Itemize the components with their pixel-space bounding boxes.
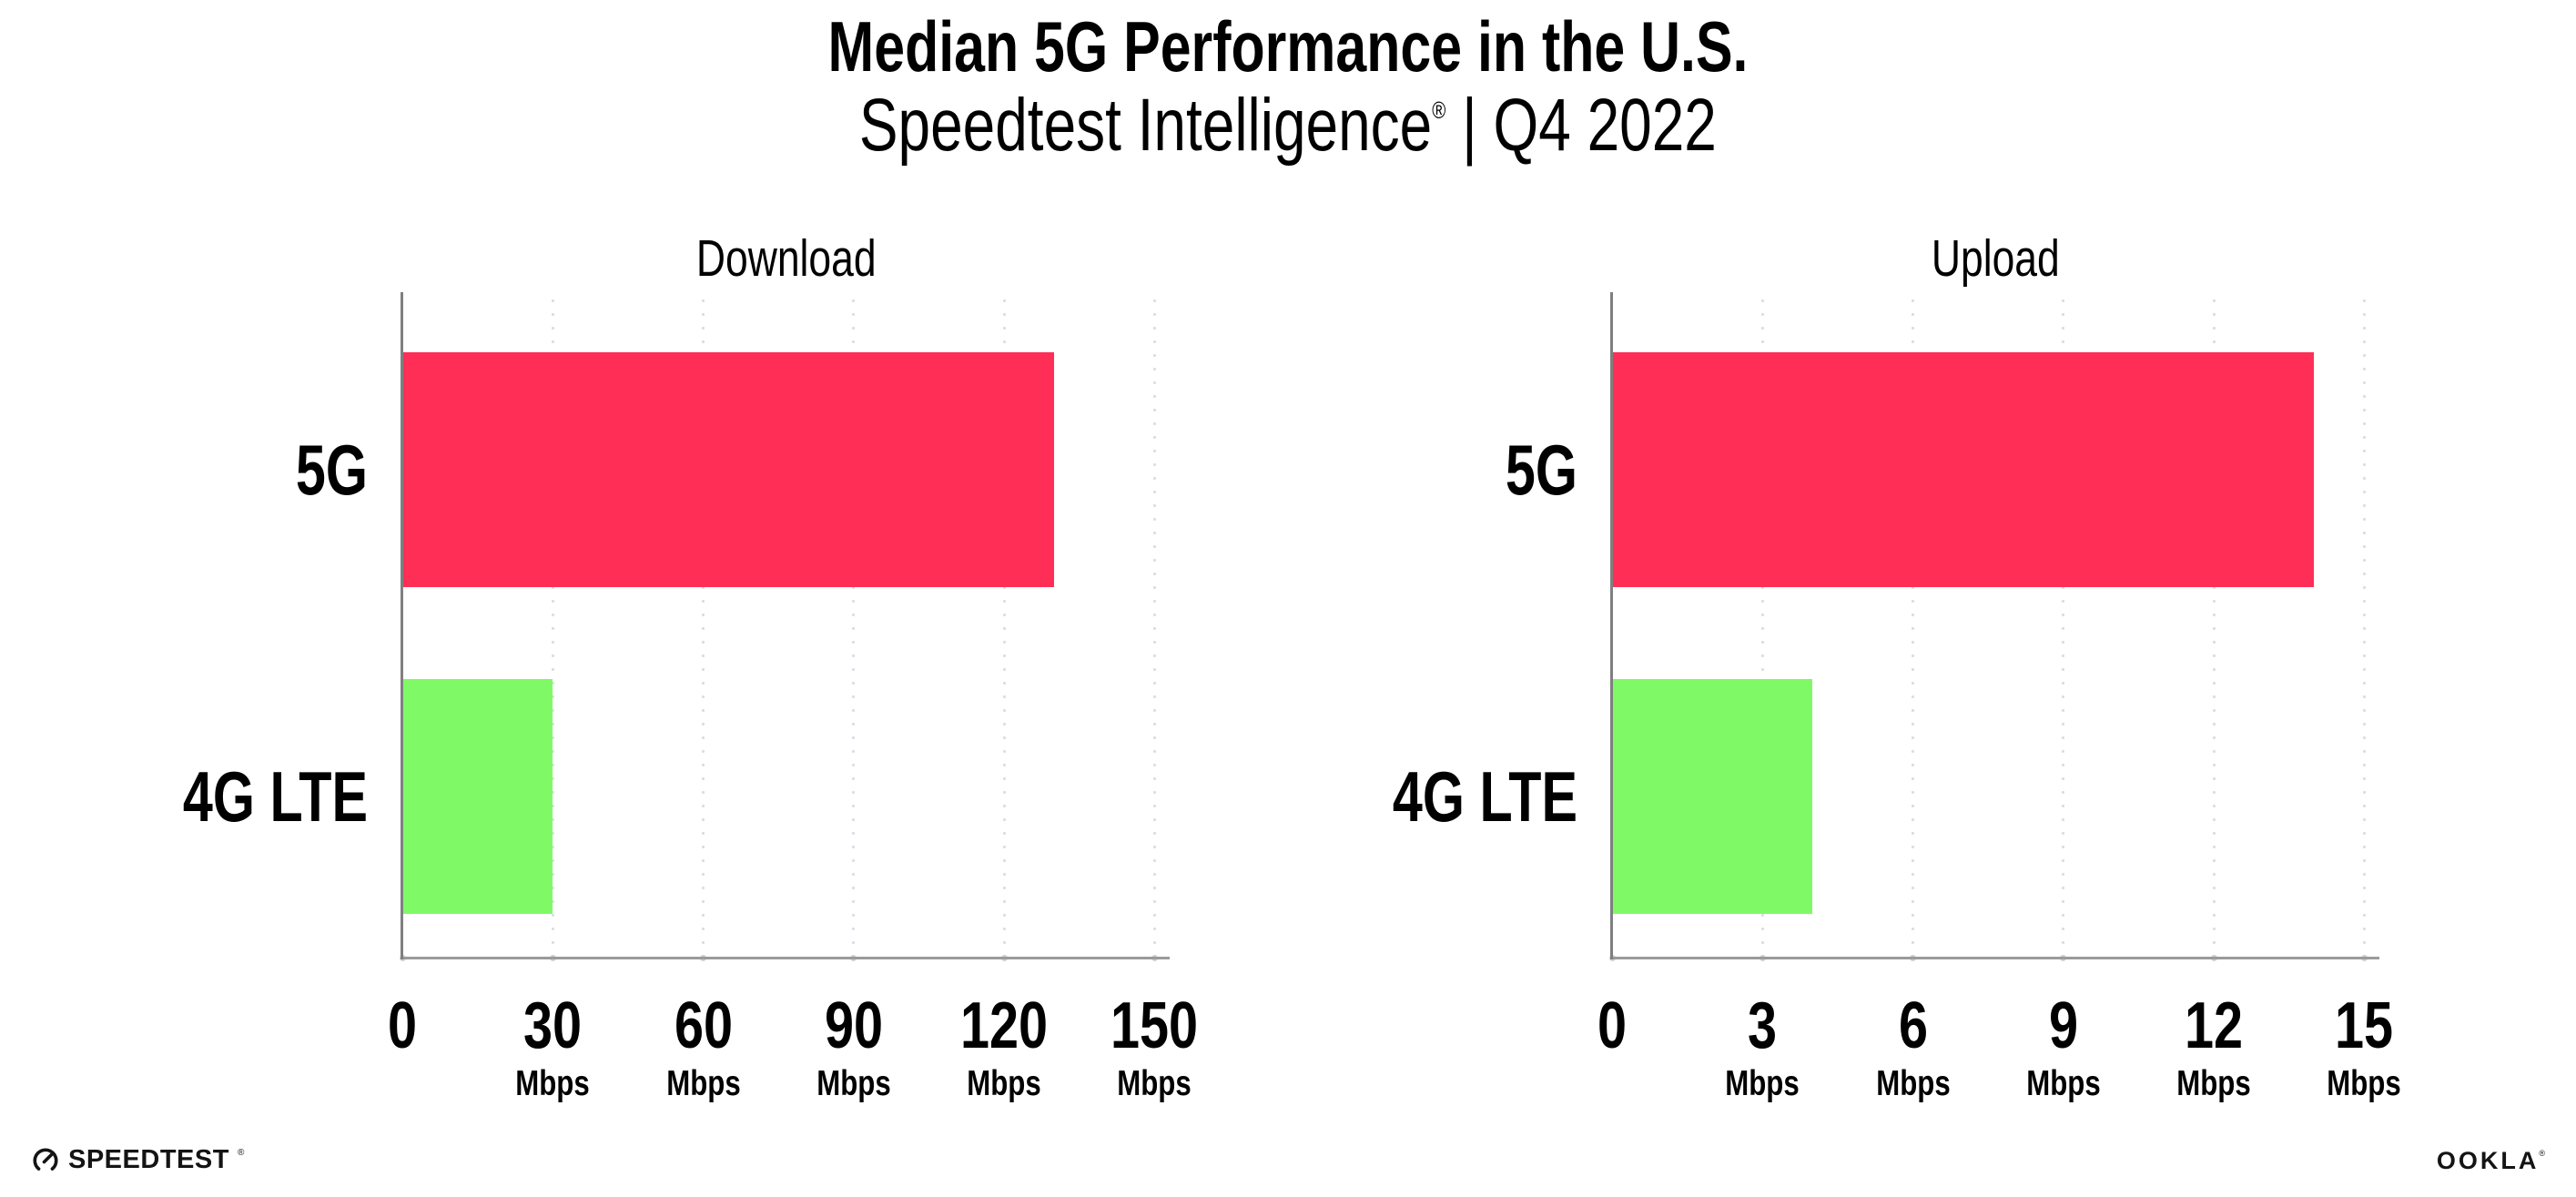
bar-5g <box>1612 352 2315 587</box>
x-tick-number: 150 <box>1111 989 1199 1062</box>
gridline <box>1912 294 1915 959</box>
category-label: 4G LTE <box>182 756 368 837</box>
x-tick-number: 3 <box>1748 989 1778 1062</box>
gridline <box>1002 294 1006 959</box>
x-tick: 12 Mbps <box>2123 993 2305 1101</box>
x-tick: 6 Mbps <box>1822 993 2004 1101</box>
x-tick-unit: Mbps <box>816 1064 891 1103</box>
gridline <box>2212 294 2216 959</box>
header: Median 5G Performance in the U.S. Speedt… <box>0 0 2576 165</box>
x-tick-unit: Mbps <box>967 1064 1041 1103</box>
plot-area: 0 3 Mbps 6 Mbps 9 Mbps 12 Mbps 15 Mbps 5G 4G LTE <box>1393 292 2401 1101</box>
bar-4g-lte <box>402 679 553 914</box>
x-tick-number: 9 <box>2048 989 2078 1062</box>
gridline <box>2362 294 2366 959</box>
x-tick-unit: Mbps <box>2026 1064 2101 1103</box>
bar-5g <box>402 352 1055 587</box>
gridline <box>702 294 705 959</box>
chart-title: Download <box>402 230 1170 288</box>
x-tick-number: 15 <box>2335 989 2394 1062</box>
ookla-logo: OOKLA® <box>2437 1147 2545 1175</box>
x-tick-unit: Mbps <box>1875 1064 1951 1103</box>
ookla-registered: ® <box>2539 1148 2545 1158</box>
speedtest-wordmark: SPEEDTEST <box>68 1145 229 1174</box>
x-axis-line <box>1612 957 2379 959</box>
page-subtitle: Speedtest Intelligence® | Q4 2022 <box>0 86 2576 165</box>
gridline <box>1152 294 1156 959</box>
gridline <box>2062 294 2065 959</box>
chart-title: Upload <box>1612 230 2379 288</box>
x-tick: 3 Mbps <box>1671 993 1853 1101</box>
ookla-wordmark: OOKLA <box>2436 1147 2540 1174</box>
x-tick: 0 <box>1521 993 1703 1059</box>
x-tick-number: 0 <box>387 989 418 1062</box>
x-tick-unit: Mbps <box>1725 1064 1800 1103</box>
x-tick: 150 Mbps <box>1063 993 1245 1101</box>
x-tick-number: 6 <box>1898 989 1928 1062</box>
x-tick-number: 0 <box>1597 989 1628 1062</box>
page-title: Median 5G Performance in the U.S. <box>0 9 2576 85</box>
x-tick-unit: Mbps <box>2327 1064 2402 1103</box>
x-tick: 90 Mbps <box>763 993 945 1101</box>
chart-panel: Download 0 30 Mbps 60 Mbps 90 Mbps 120 Mbps 150 Mb… <box>183 230 1199 1101</box>
x-tick-unit: Mbps <box>515 1064 591 1103</box>
registered-mark: ® <box>1432 96 1446 125</box>
x-tick-number: 60 <box>674 989 733 1062</box>
gauge-icon <box>33 1147 58 1173</box>
speedtest-trademark: ® <box>237 1148 245 1158</box>
x-tick: 9 Mbps <box>1973 993 2155 1101</box>
chart-title-text: Upload <box>1932 229 2060 288</box>
x-tick-number: 30 <box>523 989 583 1062</box>
subtitle-brand: Speedtest Intelligence <box>858 83 1433 167</box>
x-tick-number: 120 <box>960 989 1049 1062</box>
chart-title-text: Download <box>695 229 877 288</box>
gridline <box>1760 294 1764 959</box>
x-axis-line <box>402 957 1170 959</box>
x-tick: 30 Mbps <box>461 993 644 1101</box>
category-label: 5G <box>295 430 368 510</box>
chart-panel: Upload 0 3 Mbps 6 Mbps 9 Mbps 12 Mbps 15 Mbps 5G 4G … <box>1393 230 2401 1101</box>
x-tick: 15 Mbps <box>2273 993 2455 1101</box>
page-title-text: Median 5G Performance in the U.S. <box>827 6 1749 86</box>
y-axis-line <box>401 292 403 959</box>
gridline <box>551 294 554 959</box>
x-tick-unit: Mbps <box>2176 1064 2251 1103</box>
gridline <box>852 294 856 959</box>
x-tick: 120 Mbps <box>913 993 1095 1101</box>
x-tick-number: 12 <box>2185 989 2244 1062</box>
bar-4g-lte <box>1612 679 1813 914</box>
speedtest-logo: SPEEDTEST ® <box>31 1145 244 1175</box>
x-tick-number: 90 <box>824 989 883 1062</box>
category-label: 5G <box>1505 430 1577 510</box>
y-axis-line <box>1610 292 1613 959</box>
category-label: 4G LTE <box>1392 756 1577 837</box>
x-tick-unit: Mbps <box>665 1064 741 1103</box>
x-tick: 60 Mbps <box>613 993 795 1101</box>
x-tick-unit: Mbps <box>1117 1064 1192 1103</box>
x-tick: 0 <box>311 993 493 1059</box>
footer: SPEEDTEST ® OOKLA® <box>0 1140 2576 1187</box>
subtitle-period: | Q4 2022 <box>1445 83 1718 167</box>
plot-area: 0 30 Mbps 60 Mbps 90 Mbps 120 Mbps 150 Mbps 5G 4G LT… <box>183 292 1199 1101</box>
